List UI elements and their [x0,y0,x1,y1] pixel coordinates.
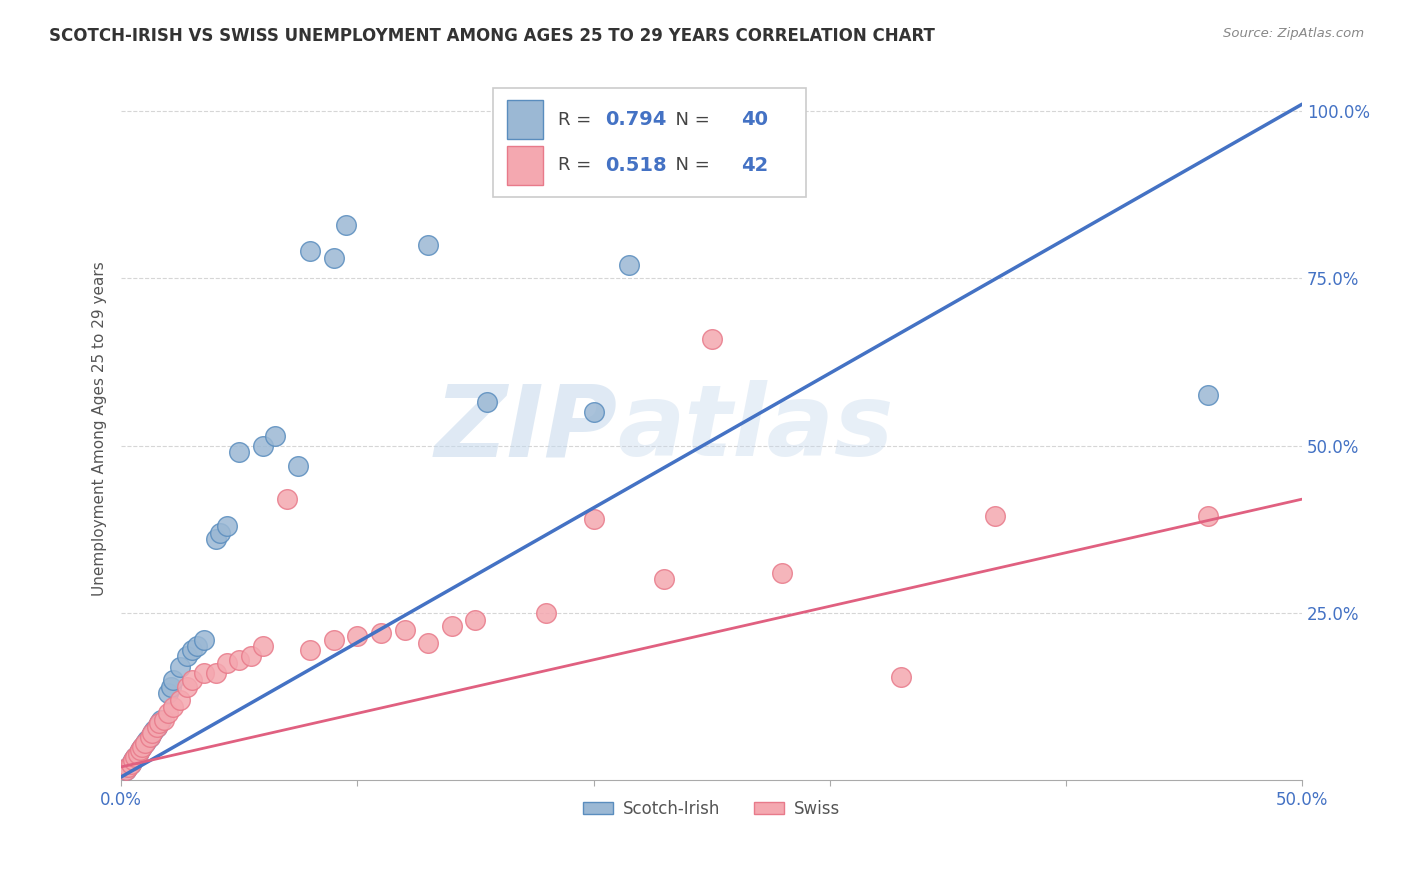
Y-axis label: Unemployment Among Ages 25 to 29 years: Unemployment Among Ages 25 to 29 years [93,261,107,596]
Point [772,566,794,580]
Point [984,508,1007,523]
FancyBboxPatch shape [508,146,543,185]
Point [193,666,215,681]
Point [322,632,344,647]
Point [724,130,747,145]
Point [186,640,208,654]
Point [145,720,167,734]
Point [700,331,723,345]
Text: 0.518: 0.518 [606,156,666,175]
Point [148,716,170,731]
Point [204,533,226,547]
Text: atlas: atlas [617,380,894,477]
Point [440,619,463,633]
Point [169,693,191,707]
Text: ZIP: ZIP [434,380,617,477]
Point [120,756,142,771]
Point [209,525,232,540]
Point [127,747,149,761]
Point [299,642,322,657]
Point [252,640,274,654]
Legend: Scotch-Irish, Swiss: Scotch-Irish, Swiss [576,793,846,825]
Point [654,573,676,587]
Point [582,405,605,419]
Point [346,629,368,643]
Point [890,669,912,683]
Point [204,666,226,681]
Point [276,492,298,507]
Point [124,750,146,764]
Point [322,251,344,265]
FancyBboxPatch shape [508,100,543,139]
Point [117,760,139,774]
Point [228,445,250,459]
Point [159,680,181,694]
Point [143,723,166,737]
Point [193,632,215,647]
Point [136,733,159,747]
Point [115,764,138,778]
Point [120,756,142,771]
Point [1197,508,1219,523]
Text: 42: 42 [741,156,769,175]
Point [129,743,152,757]
Point [115,764,138,778]
Point [181,673,204,687]
Text: Source: ZipAtlas.com: Source: ZipAtlas.com [1223,27,1364,40]
Point [335,218,357,232]
Point [162,699,184,714]
Point [138,730,160,744]
Point [394,623,416,637]
Text: R =: R = [558,111,598,128]
Point [131,739,153,754]
Point [124,750,146,764]
Text: 0.794: 0.794 [606,110,666,129]
Point [122,753,145,767]
Point [138,730,160,744]
Point [134,737,156,751]
Point [370,626,392,640]
Text: N =: N = [665,111,716,128]
FancyBboxPatch shape [494,88,806,197]
Point [162,673,184,687]
Point [287,458,309,473]
Point [536,606,558,620]
Point [141,726,163,740]
Point [152,713,174,727]
Point [122,753,145,767]
Point [176,680,198,694]
Point [464,613,486,627]
Point [252,439,274,453]
Text: N =: N = [665,156,716,174]
Point [217,656,239,670]
Point [477,395,499,409]
Point [617,258,640,272]
Text: SCOTCH-IRISH VS SWISS UNEMPLOYMENT AMONG AGES 25 TO 29 YEARS CORRELATION CHART: SCOTCH-IRISH VS SWISS UNEMPLOYMENT AMONG… [49,27,935,45]
Point [228,653,250,667]
Text: R =: R = [558,156,598,174]
Point [157,706,180,721]
Point [181,642,204,657]
Point [150,713,173,727]
Point [263,428,285,442]
Point [418,636,440,650]
Point [418,237,440,252]
Point [169,659,191,673]
Point [129,743,152,757]
Point [127,747,149,761]
Point [134,737,156,751]
Point [157,686,180,700]
Point [240,649,263,664]
Point [141,726,163,740]
Point [145,720,167,734]
Point [1197,388,1219,402]
Point [217,519,239,533]
Point [148,716,170,731]
Point [117,760,139,774]
Point [131,739,153,754]
Point [299,244,322,259]
Text: 40: 40 [741,110,768,129]
Point [176,649,198,664]
Point [582,512,605,526]
